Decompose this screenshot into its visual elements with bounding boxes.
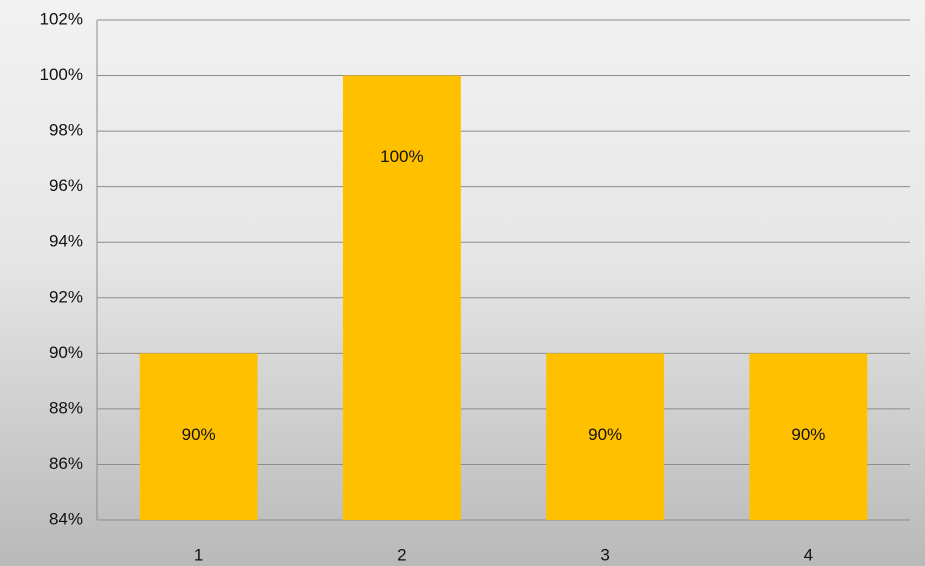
x-tick-label: 4 bbox=[804, 545, 813, 564]
bar bbox=[546, 353, 665, 520]
y-tick-label: 100% bbox=[40, 65, 83, 84]
y-tick-label: 96% bbox=[49, 176, 83, 195]
bar bbox=[342, 75, 461, 521]
y-tick-label: 94% bbox=[49, 232, 83, 251]
x-tick-label: 3 bbox=[600, 545, 609, 564]
x-tick-label: 1 bbox=[194, 545, 203, 564]
y-tick-label: 88% bbox=[49, 398, 83, 417]
data-label: 90% bbox=[182, 425, 216, 444]
bar bbox=[749, 353, 868, 520]
bar bbox=[139, 353, 258, 520]
data-label: 90% bbox=[588, 425, 622, 444]
data-label: 100% bbox=[380, 147, 423, 166]
x-tick-label: 2 bbox=[397, 545, 406, 564]
y-tick-label: 84% bbox=[49, 509, 83, 528]
y-tick-label: 98% bbox=[49, 121, 83, 140]
data-label: 90% bbox=[791, 425, 825, 444]
y-tick-label: 86% bbox=[49, 454, 83, 473]
y-tick-label: 102% bbox=[40, 9, 83, 28]
y-tick-label: 90% bbox=[49, 343, 83, 362]
y-tick-label: 92% bbox=[49, 287, 83, 306]
